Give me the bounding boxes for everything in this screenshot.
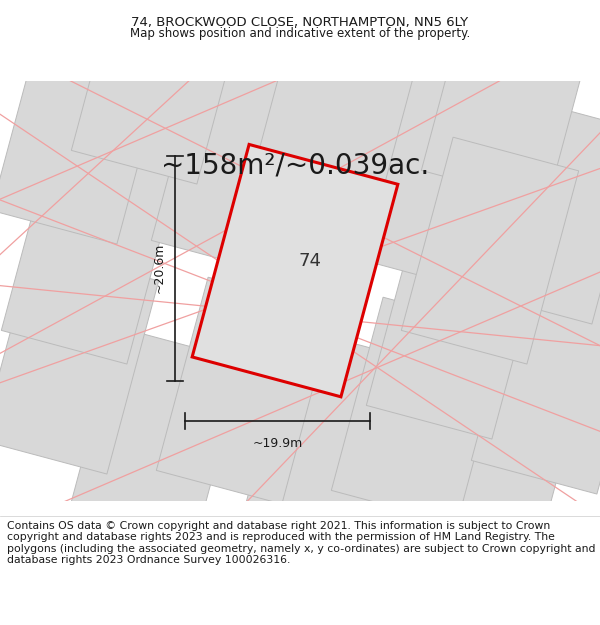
Polygon shape: [367, 213, 544, 439]
Polygon shape: [67, 328, 244, 554]
Text: 74: 74: [299, 252, 322, 269]
Text: 74, BROCKWOOD CLOSE, NORTHAMPTON, NN5 6LY: 74, BROCKWOOD CLOSE, NORTHAMPTON, NN5 6L…: [131, 16, 469, 29]
Polygon shape: [331, 298, 509, 524]
Polygon shape: [472, 268, 600, 494]
Polygon shape: [421, 0, 599, 204]
Polygon shape: [151, 48, 329, 274]
Polygon shape: [192, 144, 398, 397]
Polygon shape: [1, 138, 179, 364]
Polygon shape: [401, 138, 578, 364]
Polygon shape: [326, 58, 503, 284]
Polygon shape: [157, 278, 334, 504]
Text: ~158m²/~0.039ac.: ~158m²/~0.039ac.: [161, 152, 429, 179]
Polygon shape: [71, 0, 248, 184]
Polygon shape: [241, 328, 419, 554]
Text: Map shows position and indicative extent of the property.: Map shows position and indicative extent…: [130, 27, 470, 40]
Text: ~19.9m: ~19.9m: [253, 437, 302, 449]
Polygon shape: [412, 328, 589, 554]
Polygon shape: [0, 18, 169, 244]
Polygon shape: [256, 0, 434, 194]
Text: Contains OS data © Crown copyright and database right 2021. This information is : Contains OS data © Crown copyright and d…: [7, 521, 596, 566]
Text: ~20.6m: ~20.6m: [152, 243, 166, 293]
Polygon shape: [0, 248, 158, 474]
Polygon shape: [466, 98, 600, 324]
